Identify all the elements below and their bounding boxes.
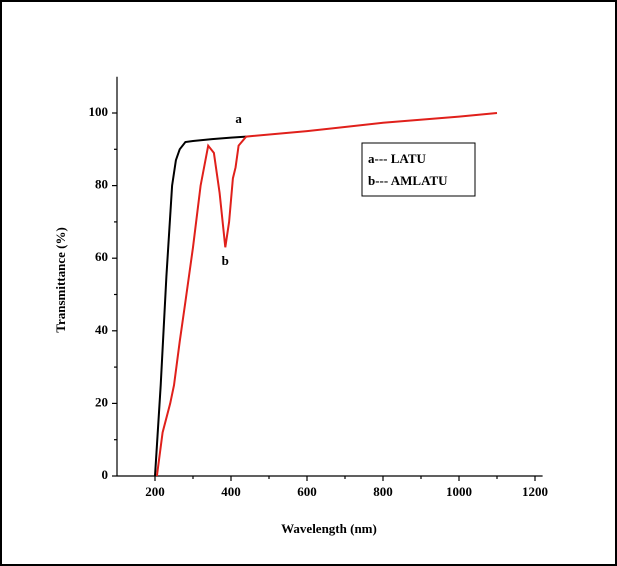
y-tick-label: 0 [102,467,109,482]
x-tick-label: 400 [221,484,241,499]
x-tick-label: 1200 [522,484,548,499]
annotation: a [235,111,242,126]
line-series [154,135,247,477]
x-tick-label: 600 [297,484,317,499]
y-tick-label: 20 [95,394,108,409]
y-axis-label: Transmittance (%) [53,227,68,333]
x-tick-label: 200 [145,484,165,499]
y-tick-label: 100 [89,104,109,119]
annotation: b [222,253,229,268]
legend-label: a--- LATU [368,151,427,166]
y-tick-label: 60 [95,249,108,264]
y-tick-label: 40 [95,322,108,337]
x-tick-label: 800 [373,484,393,499]
legend-box [361,142,476,197]
y-tick-label: 80 [95,177,108,192]
x-axis-label: Wavelength (nm) [281,521,377,536]
line-series [155,112,498,477]
legend-label: b--- AMLATU [368,173,448,188]
x-tick-label: 1000 [446,484,472,499]
